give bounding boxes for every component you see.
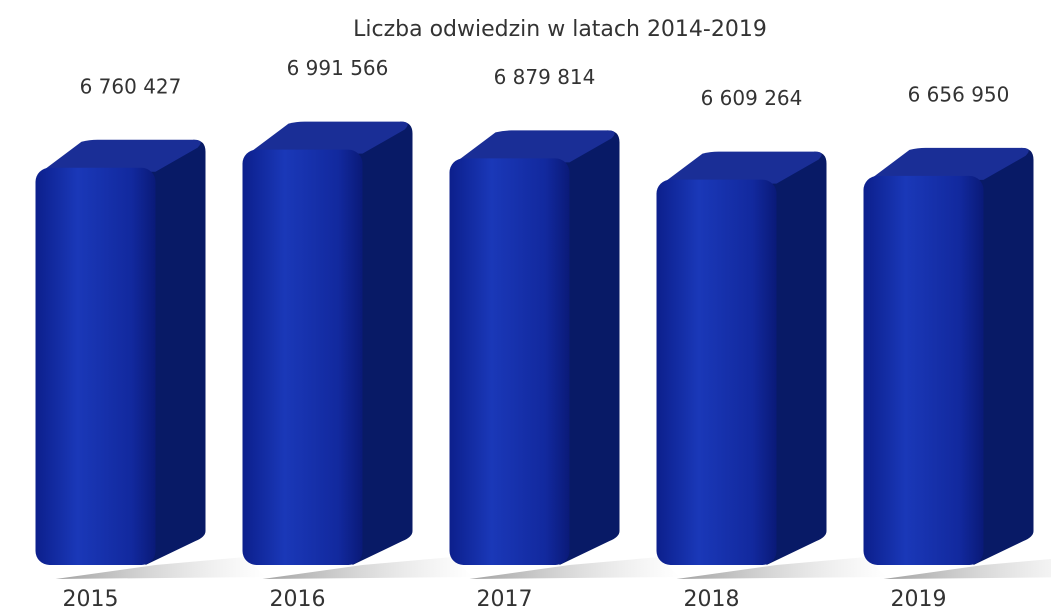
bar-side xyxy=(973,147,1034,565)
bar-side xyxy=(766,151,827,566)
chart-title: Liczba odwiedzin w latach 2014-2019 xyxy=(353,17,767,42)
bar-side xyxy=(559,130,620,565)
bar-top xyxy=(248,121,408,154)
bar-side xyxy=(352,121,413,565)
bar xyxy=(656,179,777,566)
value-label: 6 760 427 xyxy=(80,74,182,98)
bar-shadow xyxy=(469,557,680,579)
value-label: 6 609 264 xyxy=(701,86,803,110)
x-tick-label: 2016 xyxy=(270,587,326,612)
bar-shadow xyxy=(883,559,1051,579)
bar-shadow xyxy=(55,557,266,579)
bar-top xyxy=(662,151,822,184)
bar-top xyxy=(455,130,615,163)
x-tick-label: 2018 xyxy=(684,587,740,612)
bar-top xyxy=(41,139,201,172)
bar xyxy=(863,175,984,565)
value-label: 6 656 950 xyxy=(908,82,1010,106)
bar xyxy=(35,167,156,566)
x-tick-label: 2017 xyxy=(477,587,533,612)
bar xyxy=(242,149,363,565)
bar-shadow xyxy=(676,557,887,579)
x-tick-label: 2019 xyxy=(891,587,947,612)
x-tick-label: 2015 xyxy=(63,587,119,612)
value-label: 6 879 814 xyxy=(494,65,596,89)
bar xyxy=(449,158,570,565)
value-label: 6 991 566 xyxy=(287,56,389,80)
bar-shadow xyxy=(262,557,473,579)
bar-side xyxy=(145,139,206,566)
bar-top xyxy=(869,147,1029,180)
